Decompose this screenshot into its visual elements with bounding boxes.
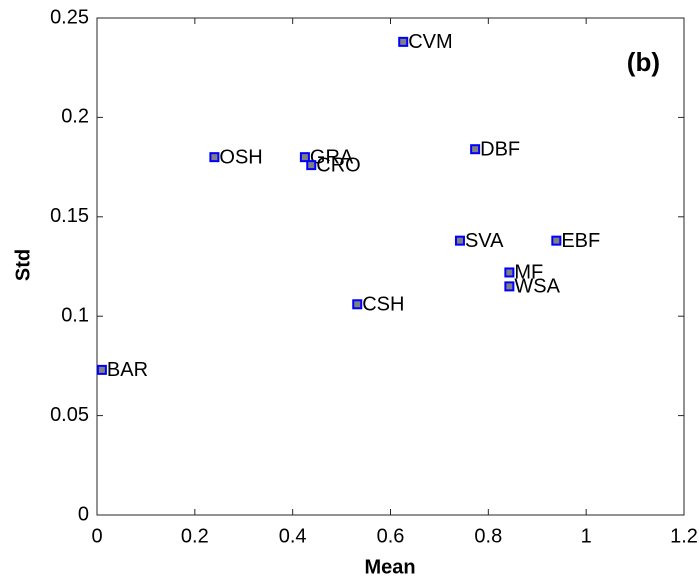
point bbox=[504, 281, 515, 292]
point bbox=[398, 36, 409, 47]
point bbox=[470, 144, 481, 155]
point-label: MF bbox=[514, 262, 543, 284]
panel-label: (b) bbox=[627, 47, 660, 77]
point-label: DBF bbox=[480, 138, 520, 160]
point-label: CRO bbox=[316, 154, 360, 176]
point bbox=[209, 152, 220, 163]
point bbox=[306, 160, 317, 171]
y-tick-label: 0.1 bbox=[61, 304, 89, 326]
point bbox=[504, 267, 515, 278]
point bbox=[352, 299, 363, 310]
x-tick-label: 1 bbox=[581, 525, 592, 547]
point-label: CSH bbox=[362, 294, 404, 316]
y-tick-label: 0.05 bbox=[50, 404, 89, 426]
plot-frame bbox=[96, 17, 685, 516]
y-tick-label: 0.25 bbox=[50, 6, 89, 28]
y-tick-label: 0 bbox=[78, 503, 89, 525]
y-axis-label: Std bbox=[12, 249, 34, 281]
point bbox=[454, 235, 465, 246]
y-tick-label: 0.2 bbox=[61, 106, 89, 128]
x-tick-label: 0.2 bbox=[181, 525, 209, 547]
point bbox=[96, 364, 107, 375]
x-tick-label: 0.6 bbox=[377, 525, 405, 547]
x-axis-label: Mean bbox=[364, 556, 415, 578]
x-tick-label: 0.4 bbox=[279, 525, 307, 547]
point-label: GRA bbox=[310, 146, 354, 168]
point bbox=[299, 152, 310, 163]
y-tick-label: 0.15 bbox=[50, 205, 89, 227]
point-label: WSA bbox=[514, 276, 560, 298]
x-tick-label: 0.8 bbox=[474, 525, 502, 547]
point-label: OSH bbox=[219, 146, 262, 168]
point-label: SVA bbox=[465, 230, 504, 252]
point-label: CVM bbox=[408, 31, 452, 53]
point-label: BAR bbox=[107, 359, 148, 381]
x-tick-label: 1.2 bbox=[670, 525, 698, 547]
x-tick-label: 0 bbox=[91, 525, 102, 547]
point-label: EBF bbox=[561, 230, 600, 252]
point bbox=[551, 235, 562, 246]
